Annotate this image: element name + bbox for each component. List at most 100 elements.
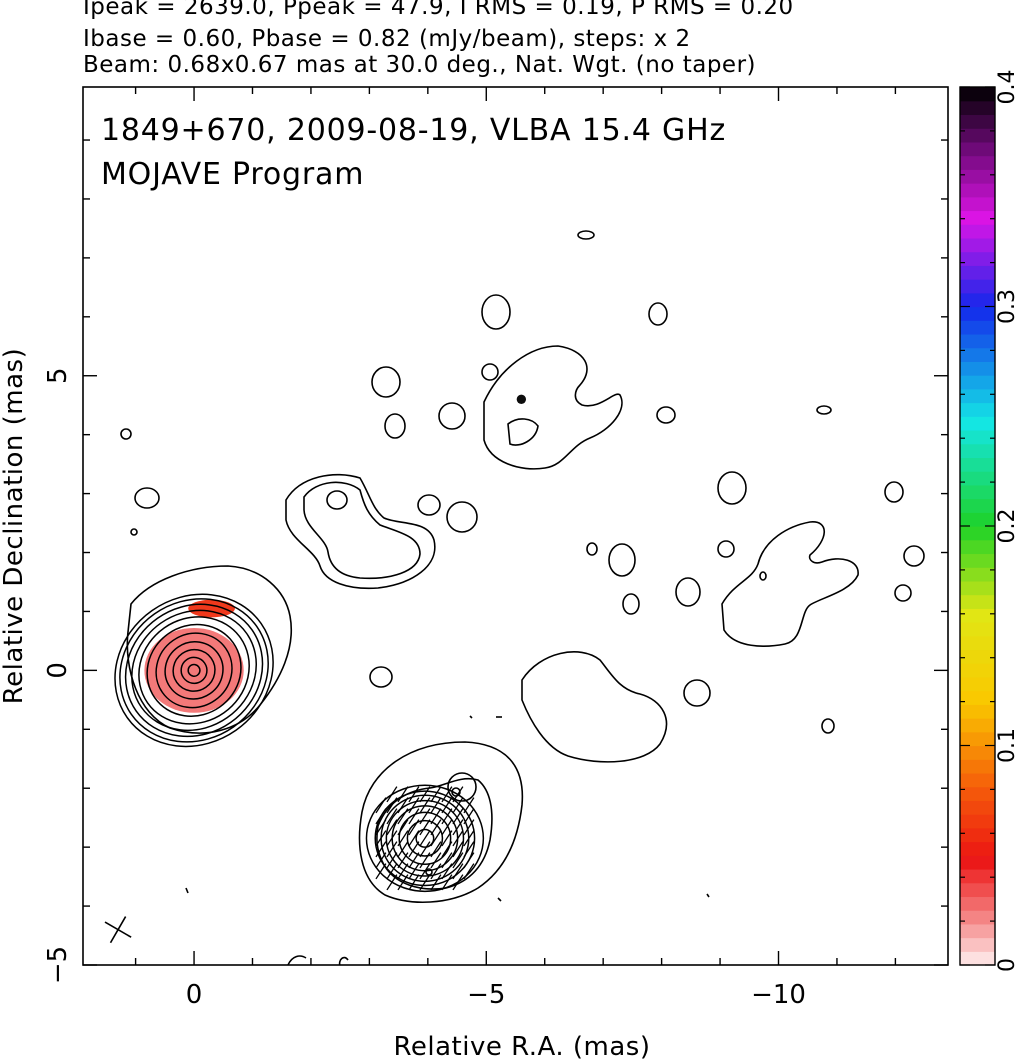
- polarization-vector: [386, 852, 398, 869]
- noise-contour: [586, 542, 598, 556]
- noise-contour: [481, 294, 511, 330]
- colorbar-step: [960, 183, 995, 198]
- x-tick-labels: 0 −5 −10: [186, 980, 806, 1010]
- colorbar-step: [960, 827, 995, 843]
- knot-contour: [415, 828, 435, 848]
- colorbar-step: [960, 676, 995, 692]
- noise-contour: [648, 302, 668, 326]
- noise-contour: [683, 679, 711, 707]
- jet-contour-blob-b: [483, 345, 623, 470]
- noise-contour: [326, 490, 348, 510]
- polarization-vector: [430, 852, 442, 869]
- colorbar-step: [960, 731, 995, 747]
- colorbar: [959, 86, 996, 966]
- colorbar-step: [960, 402, 995, 417]
- x-tick-label: 0: [186, 980, 203, 1010]
- noise-contour: [622, 593, 640, 615]
- noise-contour: [469, 715, 473, 719]
- core-contour: [180, 656, 208, 685]
- noise-contour: [656, 406, 676, 424]
- colorbar-step: [960, 141, 995, 157]
- noise-contour: [717, 471, 747, 505]
- beam-symbol: [104, 916, 132, 944]
- polarization-vector: [397, 786, 409, 803]
- plot-frame: [82, 86, 949, 966]
- core-contour: [119, 598, 269, 743]
- jet-contour-outer: [126, 565, 292, 734]
- polarization-vector: [452, 841, 464, 858]
- colorbar-step: [960, 443, 995, 459]
- colorbar-step: [960, 155, 995, 170]
- noise-contour: [185, 887, 189, 894]
- polarization-vector: [419, 874, 431, 891]
- colorbar-step: [960, 169, 995, 184]
- colorbar-step: [960, 759, 995, 774]
- polarization-patch: [188, 599, 235, 618]
- colorbar-step: [960, 471, 995, 486]
- core-contour: [155, 632, 233, 709]
- colorbar-step: [960, 923, 995, 939]
- noise-contour: [717, 540, 735, 558]
- colorbar-step: [960, 896, 995, 911]
- colorbar-step: [960, 279, 995, 294]
- jet-contour-blob-d: [721, 521, 859, 647]
- noise-contour: [894, 584, 912, 602]
- y-tick-label: −5: [43, 946, 73, 984]
- colorbar-step: [960, 292, 995, 308]
- y-tick-labels: −5 0 5: [43, 367, 73, 984]
- noise-contour: [884, 481, 904, 503]
- colorbar-step: [960, 320, 995, 335]
- noise-contour: [384, 413, 406, 439]
- colorbar-step: [960, 498, 995, 513]
- colorbar-step: [960, 196, 995, 212]
- colorbar-step: [960, 114, 995, 129]
- colorbar-step: [960, 745, 995, 760]
- colorbar-step: [960, 786, 995, 801]
- polarization-vector: [408, 797, 420, 814]
- polarization-vector: [419, 841, 431, 858]
- y-tick-label: 5: [43, 367, 73, 384]
- noise-contour: [903, 545, 925, 567]
- colorbar-step: [960, 512, 995, 527]
- polarization-vector: [441, 874, 453, 891]
- noise-contour: [120, 428, 132, 440]
- colorbar-tick-label: 0.3: [995, 289, 1020, 324]
- axis-ticks: [83, 87, 948, 966]
- noise-contour: [287, 955, 307, 965]
- core-contour: [114, 593, 274, 748]
- beam-minor-axis: [109, 916, 127, 944]
- core-contour: [131, 609, 258, 732]
- knot-contour: [406, 819, 444, 857]
- colorbar-step: [960, 375, 995, 390]
- colorbar-step: [960, 567, 995, 582]
- polarization-layer: [144, 394, 527, 713]
- polarization-vector: [441, 819, 453, 836]
- knot-contour: [380, 794, 470, 883]
- colorbar-step: [960, 635, 995, 651]
- knot-contour-outer: [358, 741, 524, 903]
- colorbar-step: [960, 814, 995, 829]
- header-line-2: Ibase = 0.60, Pbase = 0.82 (mJy/beam), s…: [83, 26, 691, 52]
- colorbar-step: [960, 361, 995, 376]
- colorbar-step: [960, 429, 995, 445]
- knot-contour: [374, 790, 476, 887]
- colorbar-step: [960, 347, 995, 362]
- chart-subtitle: MOJAVE Program: [101, 157, 364, 192]
- colorbar-step: [960, 772, 995, 788]
- noise-contour: [134, 487, 160, 509]
- colorbar-step: [960, 663, 995, 678]
- polarization-vector: [441, 797, 453, 814]
- colorbar-step: [960, 87, 995, 102]
- noise-contour: [759, 571, 767, 581]
- polarization-patch: [516, 394, 527, 405]
- knot-contour: [365, 784, 485, 893]
- colorbar-step: [960, 210, 995, 225]
- polarization-vector: [430, 863, 442, 880]
- polarization-vector: [430, 786, 442, 803]
- polarization-vector: [408, 852, 420, 869]
- polarization-vector: [386, 819, 398, 836]
- jet-contour-blob-a-inner: [303, 481, 421, 580]
- colorbar-tick-label: 0.1: [995, 728, 1020, 763]
- y-axis-label: Relative Declination (mas): [0, 348, 29, 704]
